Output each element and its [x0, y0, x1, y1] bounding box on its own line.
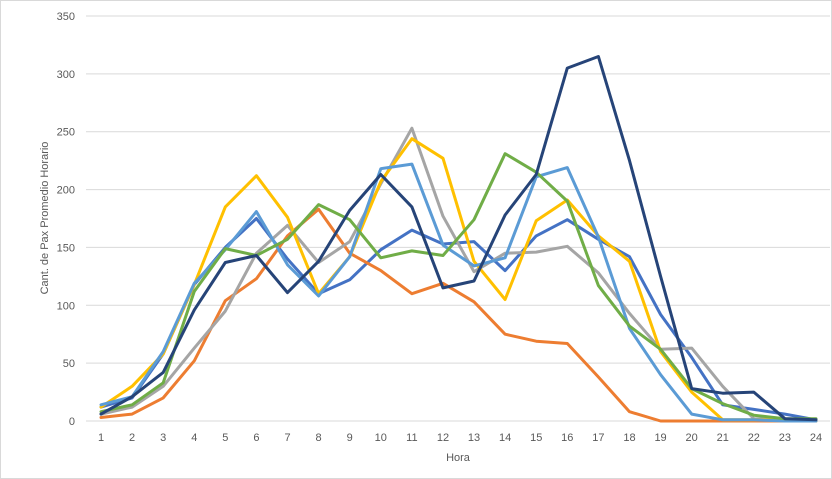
x-tick-label: 17 — [592, 432, 604, 444]
x-tick-label: 22 — [748, 432, 760, 444]
series-line-2 — [99, 207, 818, 423]
gridlines — [86, 15, 830, 422]
x-tick-label: 3 — [160, 432, 166, 444]
y-tick-label: 200 — [57, 185, 75, 197]
x-axis-tick-labels: 1 2 3 4 5 6 7 8 9 10 11 12 13 14 15 16 17 18 19 20 21 22 23 24 — [98, 432, 822, 444]
x-tick-label: 5 — [222, 432, 228, 444]
x-tick-label: 9 — [347, 432, 353, 444]
y-tick-label: 250 — [57, 127, 75, 139]
x-tick-label: 21 — [717, 432, 729, 444]
y-tick-label: 100 — [57, 300, 75, 312]
series-line-7 — [99, 55, 818, 422]
x-tick-label: 8 — [316, 432, 322, 444]
x-tick-label: 2 — [129, 432, 135, 444]
x-tick-label: 10 — [375, 432, 387, 444]
x-tick-label: 12 — [437, 432, 449, 444]
y-tick-label: 0 — [69, 416, 75, 428]
x-tick-label: 1 — [98, 432, 104, 444]
y-axis-tick-labels: 0 50 100 150 200 250 300 350 — [57, 11, 75, 428]
y-tick-label: 150 — [57, 242, 75, 254]
x-tick-label: 23 — [779, 432, 791, 444]
x-tick-label: 15 — [530, 432, 542, 444]
x-tick-label: 6 — [253, 432, 259, 444]
x-tick-label: 18 — [623, 432, 635, 444]
series-lines — [99, 55, 818, 423]
x-tick-label: 20 — [686, 432, 698, 444]
x-tick-label: 14 — [499, 432, 511, 444]
y-tick-label: 50 — [63, 358, 75, 370]
x-tick-label: 19 — [654, 432, 666, 444]
x-tick-label: 4 — [191, 432, 197, 444]
x-tick-label: 13 — [468, 432, 480, 444]
x-tick-label: 7 — [284, 432, 290, 444]
x-tick-label: 16 — [561, 432, 573, 444]
x-axis-title: Hora — [446, 452, 471, 464]
x-tick-label: 24 — [810, 432, 822, 444]
series-line-4 — [99, 137, 818, 423]
y-tick-label: 350 — [57, 11, 75, 23]
y-tick-label: 300 — [57, 69, 75, 81]
x-tick-label: 11 — [406, 432, 417, 444]
y-axis-title: Cant. de Pax Promedio Horario — [39, 142, 51, 295]
series-line-3 — [99, 126, 818, 423]
series-line-6 — [99, 152, 818, 421]
